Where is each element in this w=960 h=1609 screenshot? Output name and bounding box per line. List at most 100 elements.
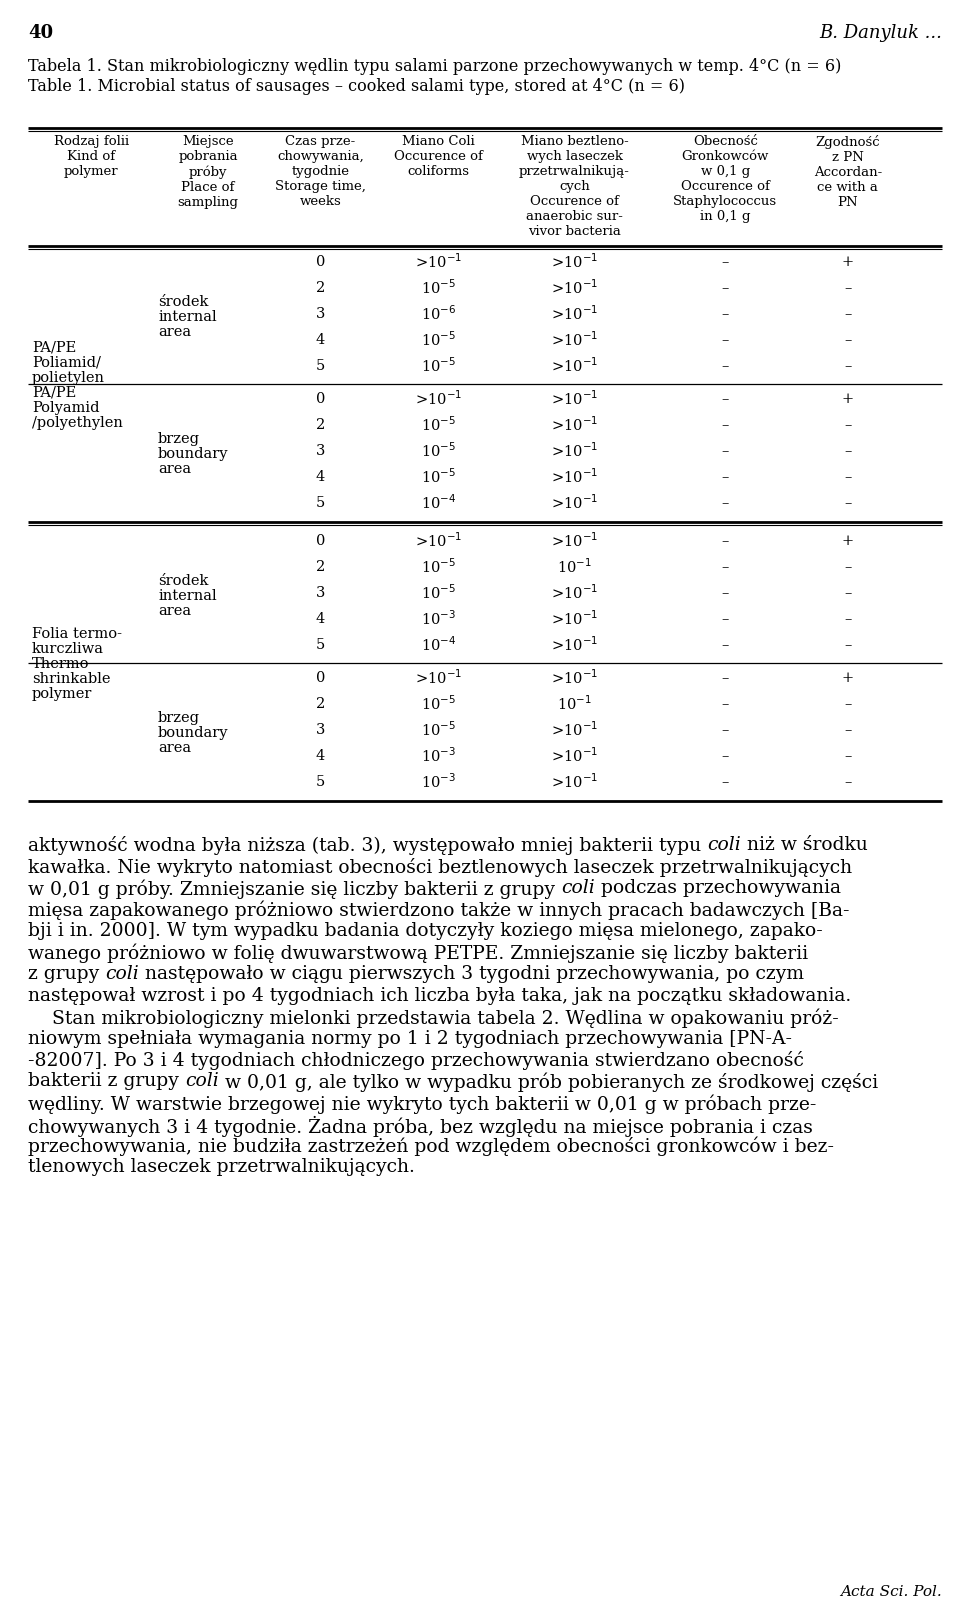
Text: brzeg: brzeg [158,431,200,446]
Text: Czas prze-
chowywania,
tygodnie
Storage time,
weeks: Czas prze- chowywania, tygodnie Storage … [276,135,366,208]
Text: +: + [842,671,854,685]
Text: 5: 5 [316,359,325,373]
Text: area: area [158,740,191,755]
Text: 10$^{-5}$: 10$^{-5}$ [420,441,456,460]
Text: podczas przechowywania: podczas przechowywania [595,879,841,896]
Text: z grupy: z grupy [28,965,106,983]
Text: coli: coli [185,1073,219,1091]
Text: >10$^{-1}$: >10$^{-1}$ [415,253,462,272]
Text: Table 1. Microbial status of sausages – cooked salami type, stored at 4°C (n = 6: Table 1. Microbial status of sausages – … [28,77,685,95]
Text: –: – [722,333,729,348]
Text: 0: 0 [316,671,325,685]
Text: –: – [722,470,729,484]
Text: +: + [842,534,854,549]
Text: 2: 2 [316,560,325,574]
Text: >10$^{-1}$: >10$^{-1}$ [551,494,598,512]
Text: Miano Coli
Occurence of
coliforms: Miano Coli Occurence of coliforms [394,135,483,179]
Text: środek: środek [158,573,208,587]
Text: +: + [842,393,854,405]
Text: area: area [158,325,191,338]
Text: –: – [844,418,852,431]
Text: 10$^{-5}$: 10$^{-5}$ [420,330,456,349]
Text: >10$^{-1}$: >10$^{-1}$ [551,357,598,375]
Text: >10$^{-1}$: >10$^{-1}$ [551,721,598,739]
Text: Stan mikrobiologiczny mielonki przedstawia tabela 2. Wędlina w opakowaniu próż-: Stan mikrobiologiczny mielonki przedstaw… [28,1007,839,1028]
Text: 3: 3 [316,444,325,459]
Text: kurczliwa: kurczliwa [32,642,104,656]
Text: >10$^{-1}$: >10$^{-1}$ [551,389,598,409]
Text: Thermo-: Thermo- [32,656,94,671]
Text: –: – [722,418,729,431]
Text: Polyamid: Polyamid [32,401,100,415]
Text: Tabela 1. Stan mikrobiologiczny wędlin typu salami parzone przechowywanych w tem: Tabela 1. Stan mikrobiologiczny wędlin t… [28,58,841,76]
Text: środek: środek [158,294,208,309]
Text: –: – [844,722,852,737]
Text: –: – [722,282,729,294]
Text: 2: 2 [316,282,325,294]
Text: Rodzaj folii
Kind of
polymer: Rodzaj folii Kind of polymer [54,135,129,179]
Text: 10$^{-3}$: 10$^{-3}$ [420,610,456,628]
Text: 4: 4 [316,470,325,484]
Text: >10$^{-1}$: >10$^{-1}$ [551,253,598,272]
Text: Poliamid/: Poliamid/ [32,356,101,370]
Text: –: – [722,307,729,320]
Text: –: – [722,637,729,652]
Text: 3: 3 [316,722,325,737]
Text: >10$^{-1}$: >10$^{-1}$ [551,330,598,349]
Text: 3: 3 [316,586,325,600]
Text: >10$^{-1}$: >10$^{-1}$ [551,441,598,460]
Text: >10$^{-1}$: >10$^{-1}$ [415,668,462,687]
Text: –: – [722,359,729,373]
Text: –: – [844,333,852,348]
Text: 10$^{-5}$: 10$^{-5}$ [420,584,456,602]
Text: -82007]. Po 3 i 4 tygodniach chłodniczego przechowywania stwierdzano obecność: -82007]. Po 3 i 4 tygodniach chłodniczeg… [28,1051,804,1070]
Text: >10$^{-1}$: >10$^{-1}$ [551,468,598,486]
Text: 10$^{-5}$: 10$^{-5}$ [420,721,456,739]
Text: –: – [722,722,729,737]
Text: tlenowych laseczek przetrwalnikujących.: tlenowych laseczek przetrwalnikujących. [28,1158,415,1176]
Text: –: – [722,534,729,549]
Text: 10$^{-4}$: 10$^{-4}$ [420,494,456,512]
Text: w 0,01 g próby. Zmniejszanie się liczby bakterii z grupy: w 0,01 g próby. Zmniejszanie się liczby … [28,879,561,898]
Text: coli: coli [708,837,741,854]
Text: Miano beztleno-
wych laseczek
przetrwalnikują-
cych
Occurence of
anaerobic sur-
: Miano beztleno- wych laseczek przetrwaln… [519,135,630,238]
Text: polietylen: polietylen [32,370,105,385]
Text: –: – [722,560,729,574]
Text: 5: 5 [316,637,325,652]
Text: Zgodność
z PN
Accordan-
ce with a
PN: Zgodność z PN Accordan- ce with a PN [814,135,882,209]
Text: –: – [844,470,852,484]
Text: 10$^{-5}$: 10$^{-5}$ [420,468,456,486]
Text: Obecność
Gronkowców
w 0,1 g
Occurence of
Staphylococcus
in 0,1 g: Obecność Gronkowców w 0,1 g Occurence of… [673,135,778,224]
Text: 0: 0 [316,393,325,405]
Text: bji i in. 2000]. W tym wypadku badania dotyczyły koziego mięsa mielonego, zapako: bji i in. 2000]. W tym wypadku badania d… [28,922,823,940]
Text: >10$^{-1}$: >10$^{-1}$ [415,531,462,550]
Text: 2: 2 [316,418,325,431]
Text: area: area [158,462,191,476]
Text: niowym spełniała wymagania normy po 1 i 2 tygodniach przechowywania [PN-A-: niowym spełniała wymagania normy po 1 i … [28,1030,792,1047]
Text: –: – [844,496,852,510]
Text: 40: 40 [28,24,53,42]
Text: >10$^{-1}$: >10$^{-1}$ [551,610,598,628]
Text: –: – [722,393,729,405]
Text: 10$^{-3}$: 10$^{-3}$ [420,772,456,792]
Text: +: + [842,254,854,269]
Text: –: – [722,586,729,600]
Text: polymer: polymer [32,687,92,702]
Text: 10$^{-5}$: 10$^{-5}$ [420,278,456,298]
Text: B. Danyluk ...: B. Danyluk ... [819,24,942,42]
Text: następował wzrost i po 4 tygodniach ich liczba była taka, jak na początku składo: następował wzrost i po 4 tygodniach ich … [28,986,852,1004]
Text: boundary: boundary [158,726,228,740]
Text: PA/PE: PA/PE [32,386,76,399]
Text: –: – [844,560,852,574]
Text: 10$^{-5}$: 10$^{-5}$ [420,415,456,434]
Text: coli: coli [106,965,139,983]
Text: –: – [722,671,729,685]
Text: –: – [722,776,729,788]
Text: shrinkable: shrinkable [32,673,110,685]
Text: Acta Sci. Pol.: Acta Sci. Pol. [840,1585,942,1599]
Text: 10$^{-5}$: 10$^{-5}$ [420,357,456,375]
Text: 10$^{-5}$: 10$^{-5}$ [420,558,456,576]
Text: aktywność wodna była niższa (tab. 3), występowało mniej bakterii typu: aktywność wodna była niższa (tab. 3), wy… [28,837,708,854]
Text: –: – [844,444,852,459]
Text: 10$^{-6}$: 10$^{-6}$ [420,304,456,323]
